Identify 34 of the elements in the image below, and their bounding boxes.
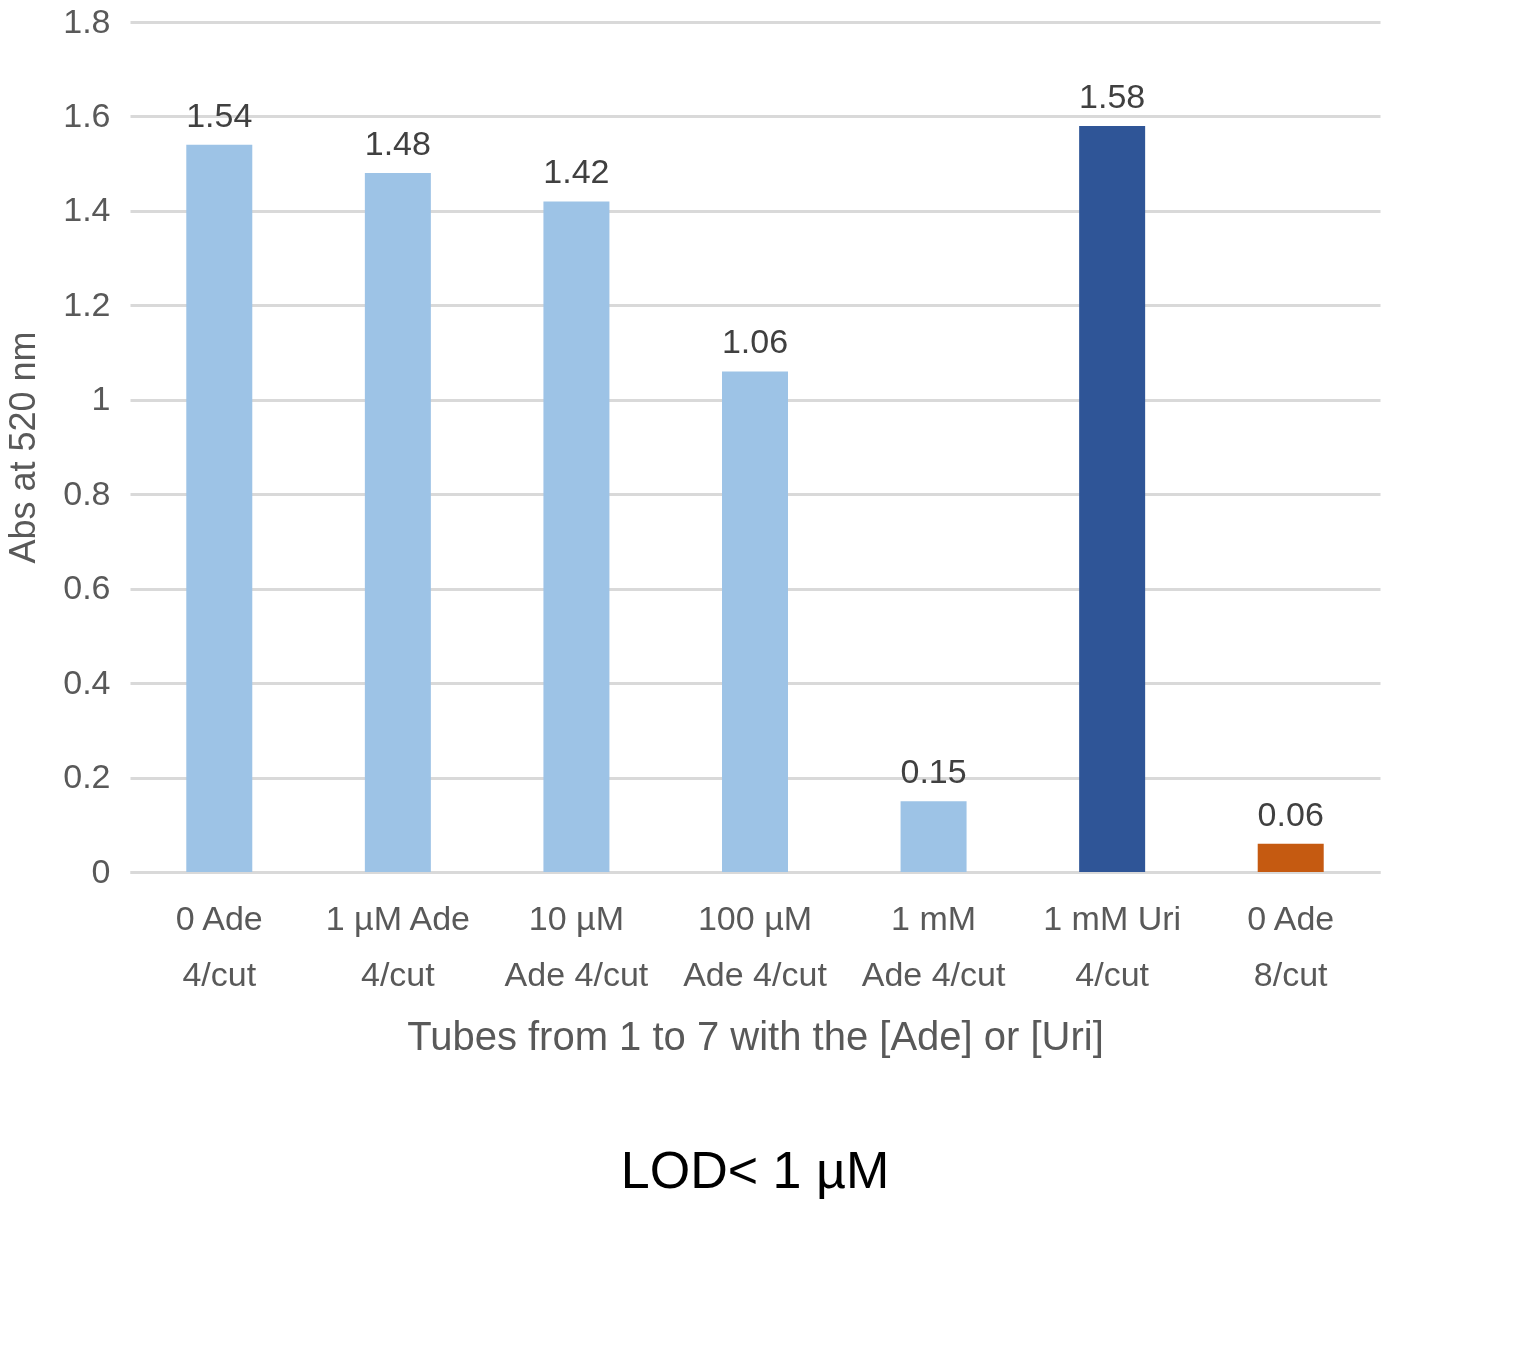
data-label: 1.48 [364, 124, 431, 163]
y-tick-label: 0 [91, 851, 111, 890]
x-tick-label: 100 µM Ade 4/cut [683, 898, 828, 993]
x-tick-label: 1 mM Uri 4/cut [1043, 898, 1182, 993]
x-axis-title: Tubes from 1 to 7 with the [Ade] or [Uri] [407, 1013, 1104, 1058]
y-axis-title: Abs at 520 nm [2, 331, 44, 564]
bar [364, 173, 431, 872]
y-tick-label: 0.6 [63, 568, 111, 607]
bar [1079, 125, 1146, 872]
bar [186, 144, 253, 872]
data-label: 0.06 [1257, 794, 1324, 833]
x-tick-label: 0 Ade 4/cut [175, 898, 263, 993]
y-tick-label: 1.2 [63, 284, 111, 323]
data-label: 1.06 [721, 322, 789, 361]
bar [900, 801, 967, 872]
data-label: 0.15 [900, 752, 967, 791]
y-tick-label: 1.6 [63, 95, 111, 134]
text: LOD< 1 µM [620, 1141, 890, 1199]
x-tick-label: 1 µM Ade 4/cut [325, 898, 471, 993]
bar [543, 201, 610, 872]
y-tick-label: 0.2 [63, 757, 111, 796]
bar [1257, 843, 1324, 872]
data-label: 1.58 [1079, 76, 1146, 115]
data-label: 1.54 [186, 95, 253, 134]
x-tick-label: 1 mM Ade 4/cut [861, 898, 1006, 993]
x-tick-label: 0 Ade 8/cut [1247, 898, 1335, 993]
y-tick-label: 0.8 [63, 473, 111, 512]
y-tick-label: 1 [91, 379, 111, 418]
y-tick-label: 1.8 [63, 1, 111, 40]
x-tick-label: 10 µM Ade 4/cut [504, 898, 649, 993]
y-tick-label: 1.4 [63, 190, 111, 229]
data-label: 1.42 [543, 152, 610, 191]
y-tick-label: 0.4 [63, 662, 111, 701]
bar [722, 371, 788, 872]
